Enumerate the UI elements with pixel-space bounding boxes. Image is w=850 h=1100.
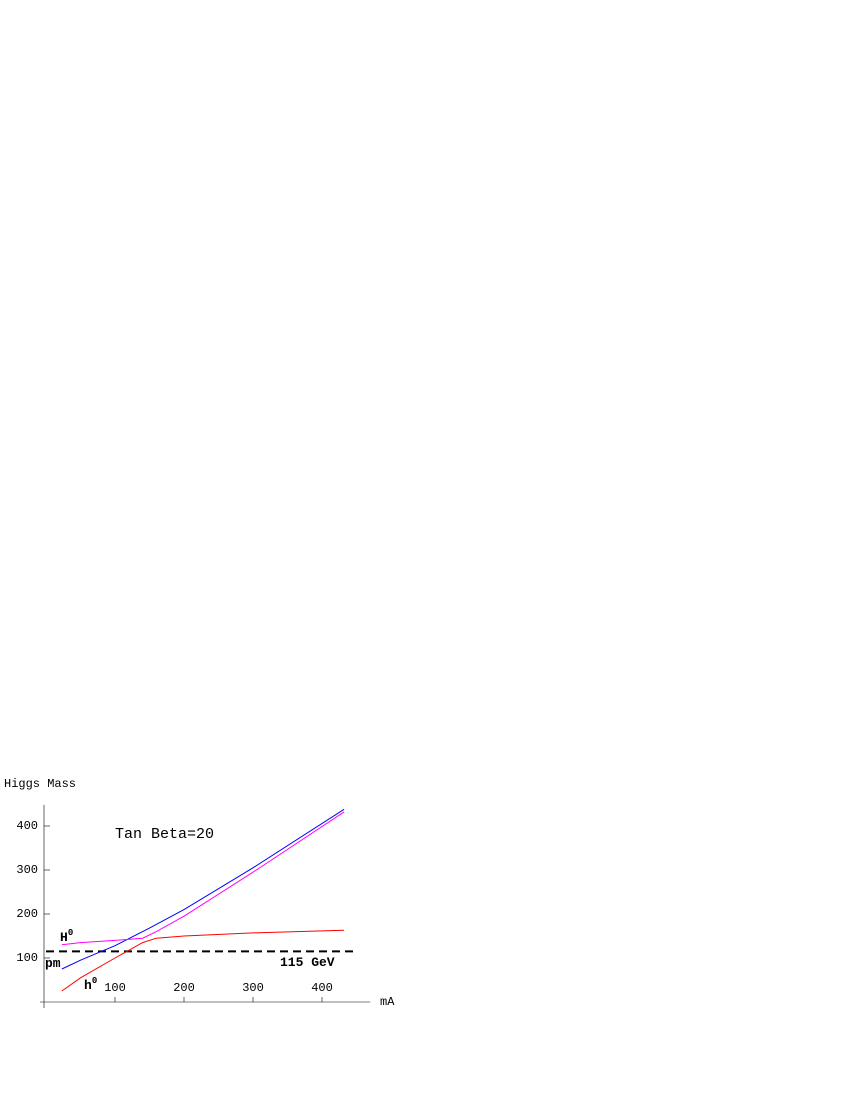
- x-tick-label: 300: [242, 981, 264, 995]
- chart-title: Tan Beta=20: [115, 826, 214, 843]
- series-line: [61, 811, 345, 946]
- annotation-sup: 0: [92, 976, 97, 986]
- y-axis-label: Higgs Mass: [4, 777, 76, 791]
- series-line: [61, 929, 345, 992]
- annotation-text: h: [84, 978, 92, 993]
- annotation-text: H: [60, 930, 68, 945]
- y-tick-label: 400: [16, 819, 38, 833]
- annotation-text: pm: [45, 956, 61, 971]
- y-tick-label: 200: [16, 907, 38, 921]
- annotation: pm: [45, 956, 61, 971]
- annotation-sup: 0: [68, 928, 73, 938]
- x-tick-label: 400: [311, 981, 333, 995]
- reference-label: 115 GeV: [280, 955, 335, 970]
- x-tick-label: 100: [104, 981, 126, 995]
- x-axis-label: mA: [380, 995, 395, 1009]
- y-tick-label: 100: [16, 951, 38, 965]
- y-tick-label: 300: [16, 863, 38, 877]
- annotation: h0: [84, 976, 97, 993]
- series-line: [61, 808, 345, 970]
- x-tick-label: 200: [173, 981, 195, 995]
- annotation: H0: [60, 928, 73, 945]
